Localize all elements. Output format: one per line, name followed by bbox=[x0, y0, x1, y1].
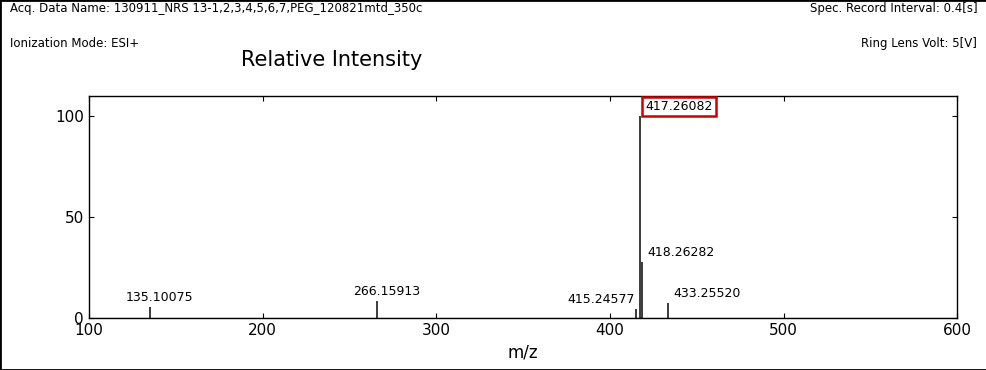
Text: Spec. Record Interval: 0.4[s]: Spec. Record Interval: 0.4[s] bbox=[809, 2, 976, 15]
Text: Acq. Data Name: 130911_NRS 13-1,2,3,4,5,6,7,PEG_120821mtd_350c: Acq. Data Name: 130911_NRS 13-1,2,3,4,5,… bbox=[10, 2, 422, 15]
Text: 433.25520: 433.25520 bbox=[672, 287, 740, 300]
Text: 415.24577: 415.24577 bbox=[567, 293, 634, 306]
Text: Relative Intensity: Relative Intensity bbox=[242, 50, 422, 70]
Text: 135.10075: 135.10075 bbox=[125, 291, 193, 304]
Text: Ionization Mode: ESI+: Ionization Mode: ESI+ bbox=[10, 37, 139, 50]
Text: Ring Lens Volt: 5[V]: Ring Lens Volt: 5[V] bbox=[861, 37, 976, 50]
Text: 418.26282: 418.26282 bbox=[646, 246, 714, 259]
Text: 266.15913: 266.15913 bbox=[353, 285, 420, 298]
X-axis label: m/z: m/z bbox=[507, 344, 538, 361]
Text: 417.26082: 417.26082 bbox=[645, 100, 712, 113]
